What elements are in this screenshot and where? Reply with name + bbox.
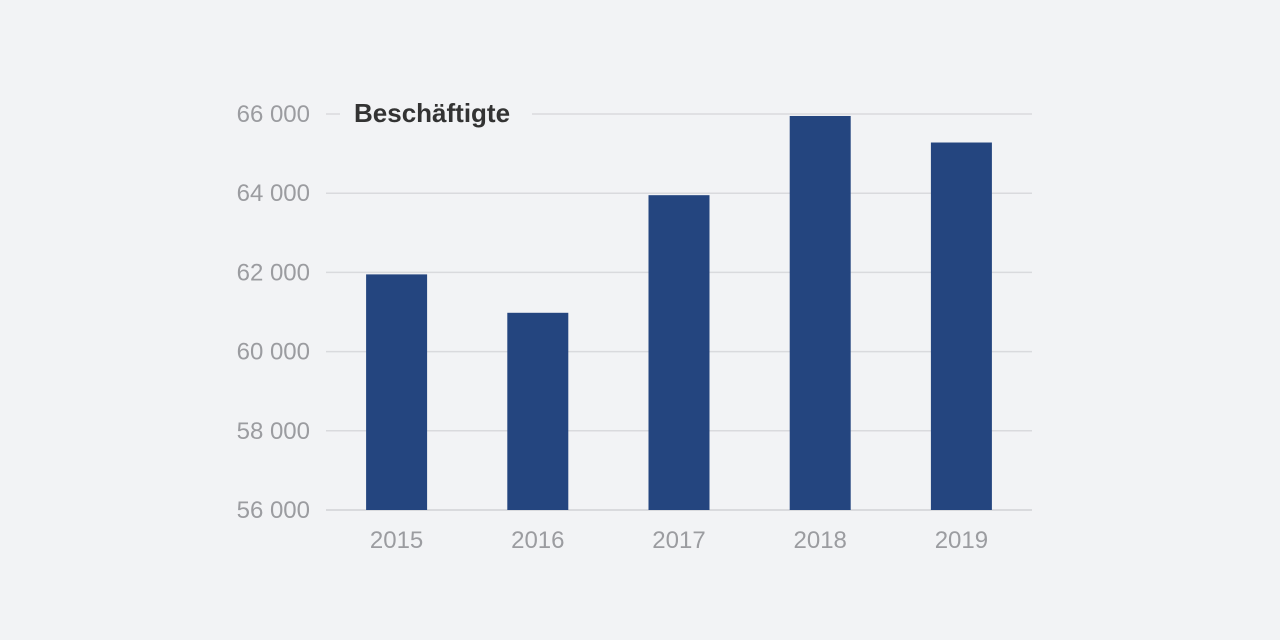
bar-2016 [507,312,569,510]
x-tick-label: 2017 [652,527,705,554]
x-tick-label: 2015 [370,527,423,554]
y-tick-label: 60 000 [237,339,310,366]
y-tick-label: 56 000 [237,497,310,524]
y-tick-label: 58 000 [237,418,310,445]
y-tick-label: 64 000 [237,180,310,207]
y-tick-label: 66 000 [237,101,310,128]
x-tick-label: 2018 [794,527,847,554]
x-tick-label: 2016 [511,527,564,554]
x-axis: 2015 2016 2017 2018 2019 [370,527,988,554]
chart-title: Beschäftigte [354,98,510,128]
y-axis: 56 000 58 000 60 000 62 000 64 000 66 000 [237,101,310,524]
bar-2019 [930,142,992,510]
bar-2015 [366,274,428,510]
x-tick-label: 2019 [935,527,988,554]
chart-title-background [340,92,532,134]
bars [366,115,992,510]
bar-2018 [789,115,851,510]
bar-2017 [648,195,710,510]
y-tick-label: 62 000 [237,259,310,286]
